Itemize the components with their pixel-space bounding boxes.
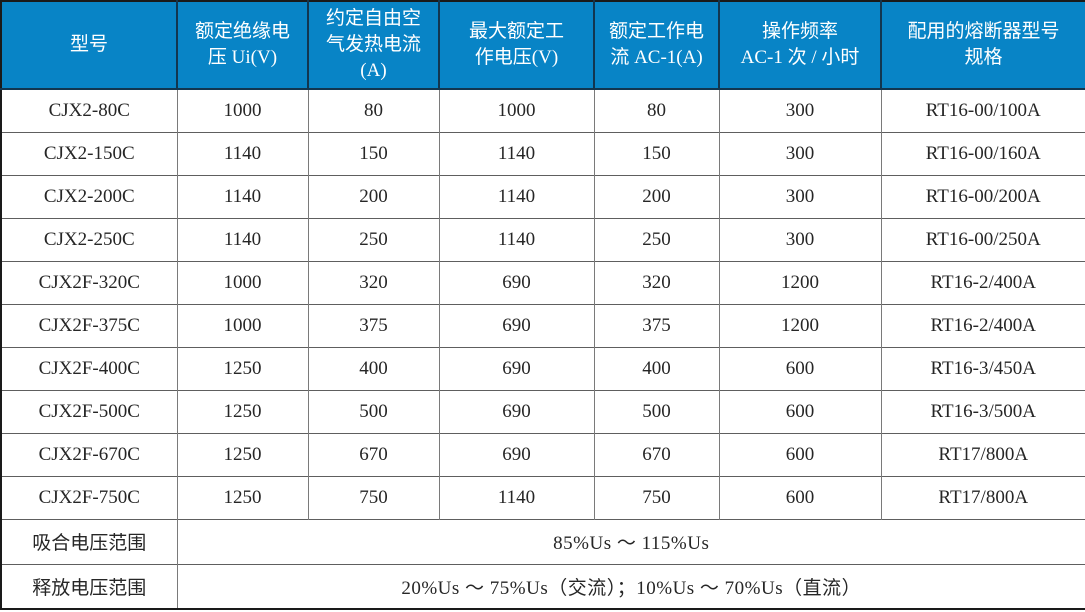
value-cell: RT16-3/500A	[880, 389, 1085, 433]
value-cell: RT16-00/200A	[880, 174, 1085, 218]
value-cell: 1000	[438, 88, 594, 132]
value-cell: 1140	[176, 174, 308, 218]
header-row: 型号 额定绝缘电 压 Ui(V) 约定自由空 气发热电流 (A) 最大额定工 作电压(…	[1, 1, 1085, 90]
footer-label: 释放电压范围	[1, 563, 178, 609]
model-cell: CJX2F-670C	[1, 432, 177, 476]
value-cell: 600	[718, 475, 881, 519]
value-cell: 600	[718, 432, 881, 476]
value-cell: 200	[593, 174, 719, 218]
column-header-2: 约定自由空 气发热电流 (A)	[307, 1, 439, 90]
value-cell: 300	[718, 88, 881, 132]
model-cell: CJX2F-375C	[1, 303, 177, 347]
footer-value: 20%Us ～ 75%Us（交流）；10%Us ～ 70%Us（直流）	[177, 563, 1085, 609]
column-header-4: 额定工作电 流 AC-1(A)	[593, 1, 719, 90]
column-header-6: 配用的熔断器型号 规格	[880, 1, 1085, 90]
value-cell: RT17/800A	[880, 475, 1085, 519]
table-row: CJX2-80C 1000 80 1000 80 300 RT16-00/100A	[1, 88, 1085, 132]
value-cell: 1200	[718, 260, 881, 304]
value-cell: 1250	[176, 346, 308, 390]
value-cell: RT16-00/100A	[880, 88, 1085, 132]
table-row: CJX2-150C 1140 150 1140 150 300 RT16-00/160A	[1, 131, 1085, 175]
table-row: CJX2-200C 1140 200 1140 200 300 RT16-00/200A	[1, 174, 1085, 218]
table-row: CJX2-250C 1140 250 1140 250 300 RT16-00/250A	[1, 217, 1085, 261]
value-cell: 300	[718, 174, 881, 218]
column-header-1: 额定绝缘电 压 Ui(V)	[176, 1, 308, 90]
model-cell: CJX2F-500C	[1, 389, 177, 433]
model-cell: CJX2F-320C	[1, 260, 177, 304]
model-cell: CJX2F-750C	[1, 475, 177, 519]
value-cell: 670	[307, 432, 439, 476]
value-cell: 80	[593, 88, 719, 132]
value-cell: 375	[593, 303, 719, 347]
value-cell: 750	[593, 475, 719, 519]
value-cell: 1140	[438, 217, 594, 261]
value-cell: 300	[718, 131, 881, 175]
value-cell: RT16-2/400A	[880, 303, 1085, 347]
value-cell: 200	[307, 174, 439, 218]
model-cell: CJX2-200C	[1, 174, 177, 218]
value-cell: RT16-2/400A	[880, 260, 1085, 304]
table-row: CJX2F-500C 1250 500 690 500 600 RT16-3/500A	[1, 389, 1085, 433]
value-cell: 150	[593, 131, 719, 175]
value-cell: 500	[307, 389, 439, 433]
value-cell: 320	[593, 260, 719, 304]
value-cell: 1140	[176, 131, 308, 175]
column-header-3: 最大额定工 作电压(V)	[438, 1, 594, 90]
value-cell: 1140	[438, 475, 594, 519]
table-header: 型号 额定绝缘电 压 Ui(V) 约定自由空 气发热电流 (A) 最大额定工 作电压(…	[1, 1, 1085, 90]
value-cell: 300	[718, 217, 881, 261]
value-cell: 690	[438, 346, 594, 390]
model-cell: CJX2F-400C	[1, 346, 177, 390]
model-cell: CJX2-150C	[1, 131, 177, 175]
table-row: CJX2F-750C 1250 750 1140 750 600 RT17/800A	[1, 475, 1085, 519]
model-cell: CJX2-250C	[1, 217, 177, 261]
value-cell: RT17/800A	[880, 432, 1085, 476]
value-cell: 1250	[176, 389, 308, 433]
table-footer: 吸合电压范围 85%Us ～ 115%Us 释放电压范围 20%Us ～ 75%Us（…	[1, 518, 1085, 609]
value-cell: 690	[438, 303, 594, 347]
table-row: CJX2F-375C 1000 375 690 375 1200 RT16-2/400A	[1, 303, 1085, 347]
footer-value: 85%Us ～ 115%Us	[177, 518, 1085, 564]
value-cell: 250	[593, 217, 719, 261]
value-cell: 400	[593, 346, 719, 390]
value-cell: 600	[718, 389, 881, 433]
table-body: CJX2-80C 1000 80 1000 80 300 RT16-00/100A CJX2-…	[1, 88, 1085, 519]
table-row: CJX2F-670C 1250 670 690 670 600 RT17/800A	[1, 432, 1085, 476]
value-cell: 1250	[176, 475, 308, 519]
value-cell: 1250	[176, 432, 308, 476]
value-cell: 1140	[176, 217, 308, 261]
value-cell: 375	[307, 303, 439, 347]
value-cell: 320	[307, 260, 439, 304]
value-cell: 80	[307, 88, 439, 132]
value-cell: 1000	[176, 88, 308, 132]
column-header-5: 操作频率 AC-1 次 / 小时	[718, 1, 881, 90]
value-cell: 1000	[176, 260, 308, 304]
value-cell: 690	[438, 260, 594, 304]
column-header-0: 型号	[1, 1, 177, 90]
value-cell: 1140	[438, 174, 594, 218]
value-cell: 690	[438, 389, 594, 433]
model-cell: CJX2-80C	[1, 88, 177, 132]
value-cell: RT16-00/250A	[880, 217, 1085, 261]
value-cell: RT16-3/450A	[880, 346, 1085, 390]
value-cell: RT16-00/160A	[880, 131, 1085, 175]
value-cell: 250	[307, 217, 439, 261]
value-cell: 150	[307, 131, 439, 175]
table-row: CJX2F-320C 1000 320 690 320 1200 RT16-2/400A	[1, 260, 1085, 304]
footer-row: 吸合电压范围 85%Us ～ 115%Us	[1, 518, 1085, 564]
value-cell: 1000	[176, 303, 308, 347]
value-cell: 1200	[718, 303, 881, 347]
value-cell: 400	[307, 346, 439, 390]
value-cell: 600	[718, 346, 881, 390]
value-cell: 500	[593, 389, 719, 433]
footer-label: 吸合电压范围	[1, 518, 178, 564]
value-cell: 1140	[438, 131, 594, 175]
value-cell: 750	[307, 475, 439, 519]
table-row: CJX2F-400C 1250 400 690 400 600 RT16-3/450A	[1, 346, 1085, 390]
value-cell: 690	[438, 432, 594, 476]
footer-row: 释放电压范围 20%Us ～ 75%Us（交流）；10%Us ～ 70%Us（直流…	[1, 563, 1085, 609]
value-cell: 670	[593, 432, 719, 476]
